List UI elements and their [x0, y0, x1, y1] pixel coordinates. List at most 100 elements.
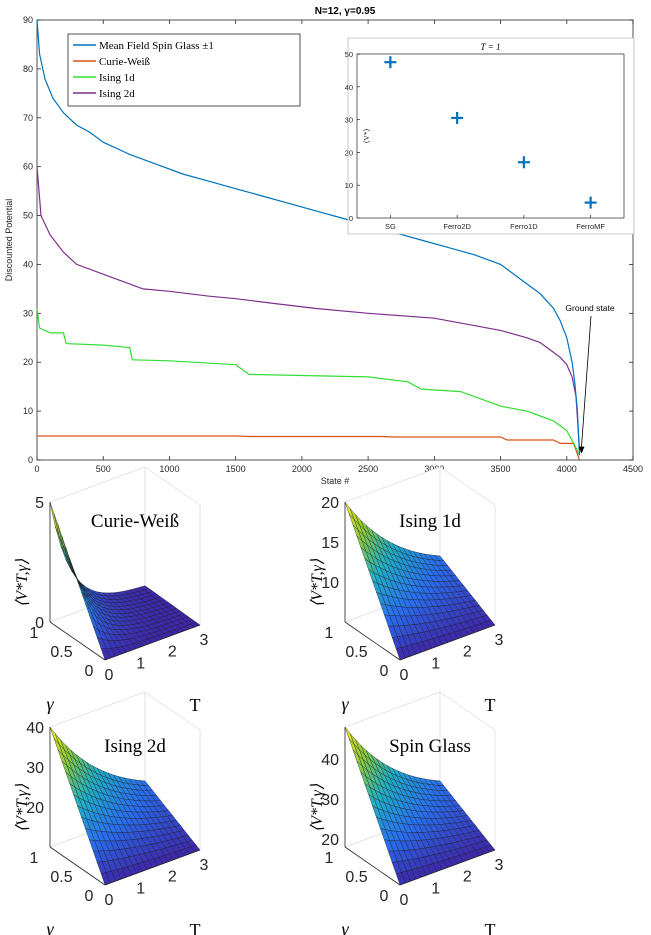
- gamma-tick-label: 0.5: [345, 644, 367, 661]
- T-tick-label: 0: [400, 892, 409, 909]
- y-tick-label: 10: [23, 406, 33, 416]
- gamma-tick-label: 0: [85, 888, 94, 905]
- gamma-tick-label: 1: [30, 625, 39, 642]
- gamma-axis-label: γ: [46, 694, 54, 714]
- gamma-tick-label: 0: [380, 663, 389, 680]
- inset-point-marker: [451, 111, 464, 124]
- inset-category-label: Ferro1D: [510, 222, 538, 231]
- z-tick-label: 40: [321, 752, 339, 769]
- T-axis-label: T: [190, 920, 201, 935]
- x-axis-label: State #: [321, 476, 350, 486]
- x-tick-label: 4000: [557, 464, 577, 474]
- z-tick-label: 30: [321, 792, 339, 809]
- inset-y-tick-label: 20: [345, 148, 353, 157]
- legend-entry: Ising 1d: [99, 72, 135, 84]
- series-line-0: [36, 19, 581, 456]
- panel-title: Spin Glass: [389, 736, 471, 757]
- T-tick-label: 2: [168, 644, 177, 661]
- z-tick-label: 20: [321, 495, 339, 512]
- gamma-axis-label: γ: [46, 919, 54, 935]
- inset-point-marker: [517, 156, 530, 169]
- gamma-axis-line: [344, 846, 401, 886]
- panel-title: Curie-Weiß: [91, 511, 179, 532]
- gamma-tick-label: 0.5: [50, 644, 72, 661]
- x-tick-label: 1500: [226, 464, 246, 474]
- z-tick-label: 30: [26, 760, 44, 777]
- y-tick-label: 20: [23, 357, 33, 367]
- x-tick-label: 0: [34, 464, 39, 474]
- T-tick-label: 0: [105, 667, 114, 684]
- inset-category-label: FerroMF: [576, 222, 605, 231]
- gamma-tick-label: 1: [325, 625, 334, 642]
- T-axis-line: [399, 624, 496, 661]
- x-tick-label: 4500: [623, 464, 643, 474]
- surface-panel-2: 0 1 2 3 0 0.5 1 10 15 20 Ising 1d Tγ ⟨V*T,γ⟩: [309, 466, 504, 715]
- gamma-axis-line: [49, 846, 106, 886]
- gamma-axis-label: γ: [341, 694, 349, 714]
- z-tick-label: 40: [26, 720, 44, 737]
- T-tick-label: 1: [431, 655, 440, 672]
- main-chart: 0500100015002000250030003500400045000102…: [4, 6, 643, 486]
- T-tick-label: 0: [400, 667, 409, 684]
- T-tick-label: 3: [495, 857, 504, 874]
- y-tick-label: 90: [23, 15, 33, 25]
- inset-y-tick-label: 40: [345, 83, 353, 92]
- gamma-axis-label: γ: [341, 919, 349, 935]
- z-axis-label: ⟨V*T,γ⟩: [309, 558, 326, 607]
- inset-y-tick-label: 0: [349, 214, 353, 223]
- inset-point-marker: [384, 56, 397, 69]
- gamma-tick-label: 1: [325, 850, 334, 867]
- z-axis-label: ⟨V*T,γ⟩: [14, 558, 31, 607]
- y-tick-label: 30: [23, 308, 33, 318]
- x-tick-label: 2000: [292, 464, 312, 474]
- y-axis-label: Discounted Potential: [4, 199, 14, 282]
- z-tick-label: 0: [35, 615, 44, 632]
- T-tick-label: 3: [200, 857, 209, 874]
- inset-y-label: ⟨V*⟩: [362, 128, 371, 143]
- inset-title: T = 1: [481, 42, 501, 52]
- T-tick-label: 2: [463, 644, 472, 661]
- x-tick-label: 3500: [491, 464, 511, 474]
- gamma-tick-label: 0: [380, 888, 389, 905]
- gamma-tick-label: 0.5: [50, 869, 72, 886]
- gamma-axis-line: [344, 621, 401, 661]
- z-axis-label: ⟨V*T,γ⟩: [309, 783, 326, 832]
- T-axis-line: [104, 624, 201, 661]
- legend-box: [67, 33, 301, 107]
- y-tick-label: 50: [23, 211, 33, 221]
- T-tick-label: 3: [200, 632, 209, 649]
- z-tick-label: 5: [35, 495, 44, 512]
- inset-y-tick-label: 30: [345, 116, 353, 125]
- T-tick-label: 2: [168, 869, 177, 886]
- series-line-2: [36, 308, 581, 456]
- z-tick-label: 10: [321, 575, 339, 592]
- T-axis-label: T: [485, 695, 496, 715]
- inset-plot-area: [356, 53, 625, 219]
- T-tick-label: 1: [136, 655, 145, 672]
- T-tick-label: 1: [136, 880, 145, 897]
- gamma-tick-label: 0.5: [345, 869, 367, 886]
- T-axis-line: [104, 849, 201, 886]
- x-tick-label: 2500: [358, 464, 378, 474]
- legend-entry: Curie-Weiß: [99, 56, 151, 68]
- z-tick-label: 20: [321, 832, 339, 849]
- legend-entry: Mean Field Spin Glass ±1: [99, 40, 214, 52]
- T-axis-label: T: [485, 920, 496, 935]
- panel-title: Ising 1d: [399, 511, 461, 532]
- legend: Mean Field Spin Glass ±1 Curie-Weiß Ising …: [67, 33, 301, 107]
- gamma-tick-label: 1: [30, 850, 39, 867]
- y-tick-label: 80: [23, 64, 33, 74]
- inset-y-tick-label: 50: [345, 50, 353, 59]
- z-tick-label: 15: [321, 535, 339, 552]
- x-tick-label: 500: [96, 464, 111, 474]
- inset-point-marker: [584, 196, 597, 209]
- inset-category-label: SG: [385, 222, 396, 231]
- arrow-head-icon: [578, 446, 585, 454]
- legend-entry: Ising 2d: [99, 88, 135, 100]
- T-tick-label: 2: [463, 869, 472, 886]
- y-tick-label: 40: [23, 259, 33, 269]
- y-tick-label: 60: [23, 162, 33, 172]
